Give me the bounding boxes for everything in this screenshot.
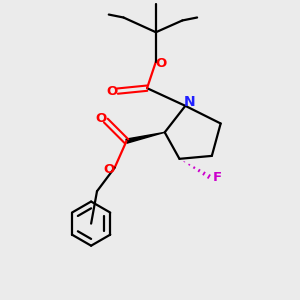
Text: O: O <box>107 85 118 98</box>
Text: F: F <box>213 172 222 184</box>
Text: O: O <box>95 112 106 125</box>
Text: N: N <box>184 95 196 109</box>
Text: O: O <box>156 57 167 70</box>
Polygon shape <box>126 132 165 143</box>
Text: O: O <box>104 163 115 176</box>
